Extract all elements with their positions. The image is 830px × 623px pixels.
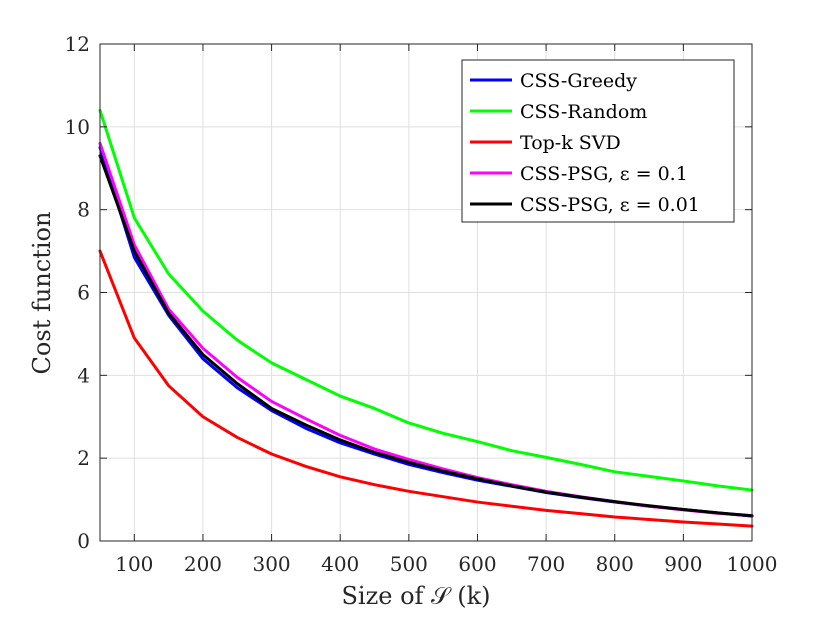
x-tick-label: 700 <box>527 552 565 576</box>
legend-label-3: Top-k SVD <box>520 132 621 154</box>
series-line-3 <box>98 249 754 528</box>
x-axis-label: Size of 𝒮 (k) <box>341 582 490 610</box>
legend-label-2: CSS-Random <box>520 101 647 123</box>
x-tick-label: 100 <box>115 552 153 576</box>
legend-label-5: CSS-PSG, ε = 0.01 <box>520 194 700 216</box>
x-tick-label: 400 <box>321 552 359 576</box>
y-tick-label: 10 <box>65 115 90 139</box>
x-tick-label: 300 <box>252 552 290 576</box>
series-line-5 <box>98 154 754 518</box>
y-tick-label: 0 <box>77 529 90 553</box>
series-line-2 <box>98 108 754 492</box>
y-axis-label: Cost function <box>28 212 56 375</box>
legend-items: CSS-Greedy CSS-Random Top-k SVD CSS-PSG, ε … <box>470 70 700 216</box>
y-tick-label: 2 <box>77 446 90 470</box>
y-tick-label: 4 <box>77 363 90 387</box>
legend-label-1: CSS-Greedy <box>520 70 637 92</box>
tick-labels: 100 200 300 400 500 600 700 800 900 1000 0 2 4 6 8 10 12 <box>65 32 778 576</box>
x-tick-label: 900 <box>664 552 702 576</box>
x-tick-label: 600 <box>458 552 496 576</box>
y-tick-label: 8 <box>77 198 90 222</box>
x-tick-label: 800 <box>596 552 634 576</box>
y-tick-label: 12 <box>65 32 90 56</box>
x-tick-label: 1000 <box>727 552 778 576</box>
legend: CSS-Greedy CSS-Random Top-k SVD CSS-PSG, ε … <box>461 59 735 223</box>
x-tick-label: 200 <box>184 552 222 576</box>
axes <box>99 43 753 542</box>
legend-label-4: CSS-PSG, ε = 0.1 <box>520 163 688 185</box>
series-lines <box>98 108 754 528</box>
y-tick-label: 6 <box>77 281 90 305</box>
x-tick-label: 500 <box>390 552 428 576</box>
